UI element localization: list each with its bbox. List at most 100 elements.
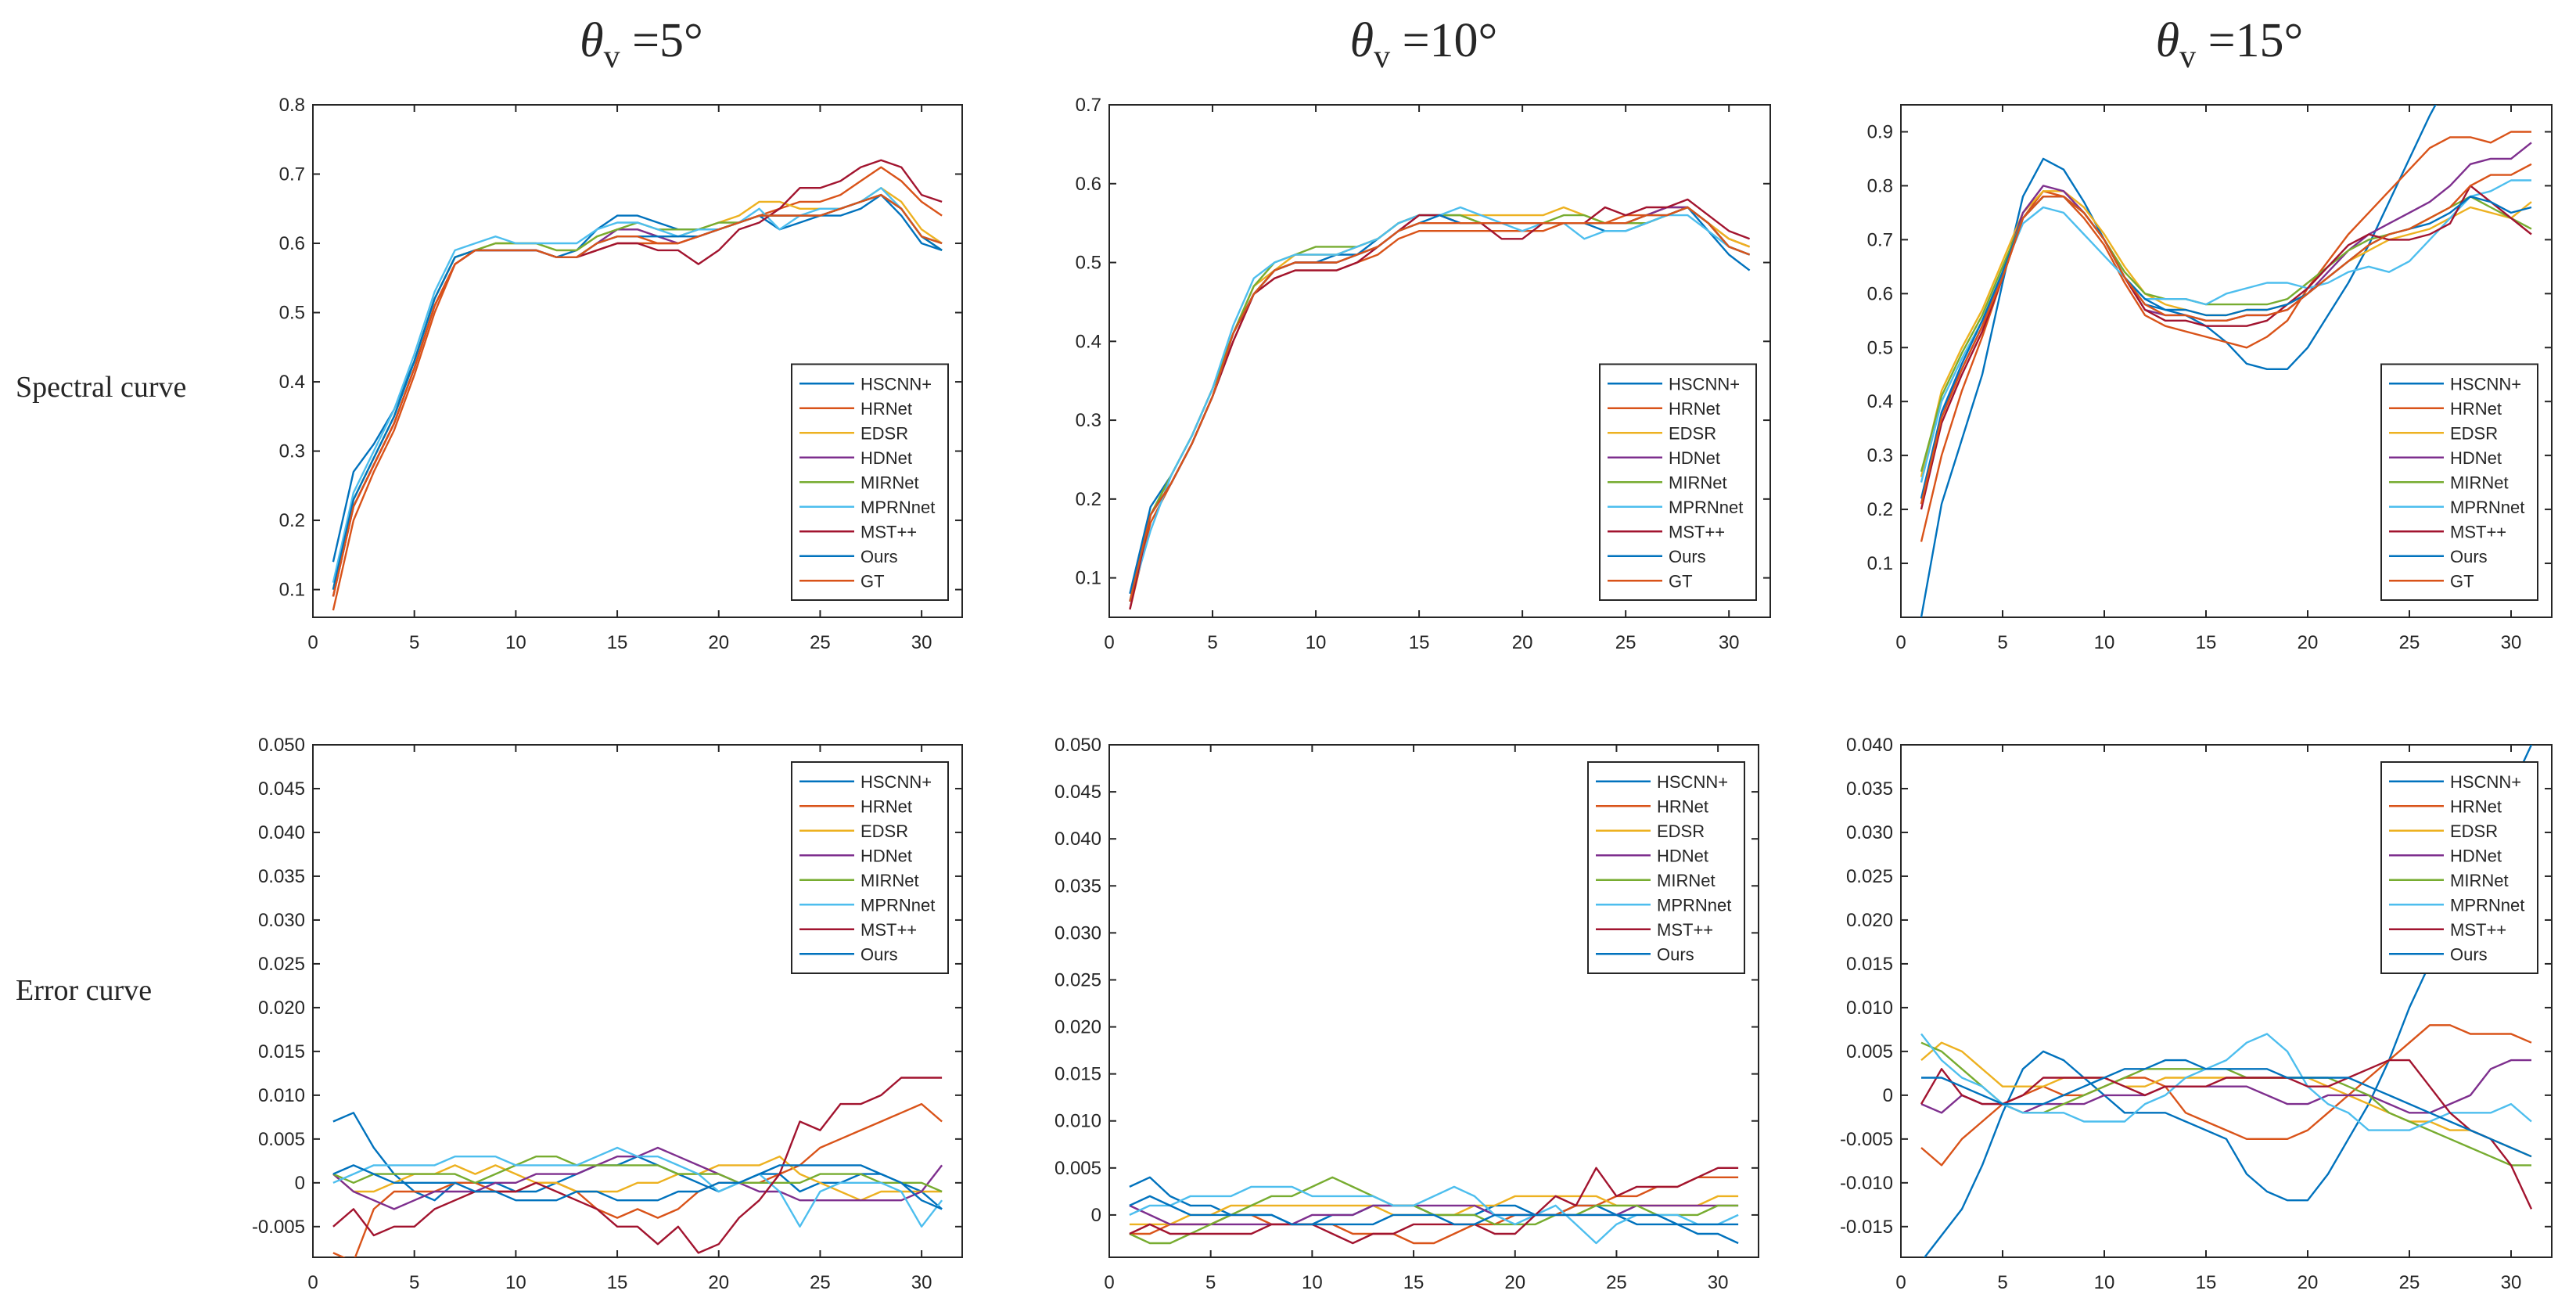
legend-label-hscnnplus: HSCNN+	[860, 772, 932, 792]
legend-label-hrnet: HRNet	[860, 796, 912, 816]
y-tick-label: -0.005	[252, 1217, 305, 1238]
x-tick-label: 10	[1302, 1272, 1323, 1293]
series-line-mstplusplus	[332, 1077, 943, 1254]
column-title-10deg: θv =10°	[1350, 14, 1498, 75]
legend-label-mprnnet: MPRNnet	[2450, 895, 2524, 915]
x-tick-label: 30	[2501, 632, 2522, 653]
x-tick-label: 10	[505, 1272, 526, 1293]
series-line-gt	[1920, 163, 2532, 505]
y-tick-label: 0.040	[258, 822, 305, 843]
legend-label-hdnet: HDNet	[1669, 448, 1720, 468]
series-line-mprnnet	[1920, 1033, 2532, 1131]
y-tick-label: 0.4	[279, 372, 305, 393]
x-tick-label: 25	[1615, 632, 1636, 653]
x-tick-label: 10	[2094, 1272, 2115, 1293]
y-tick-label: 0.005	[1846, 1041, 1893, 1062]
y-tick-label: 0.035	[1054, 875, 1101, 897]
legend-label-mstplusplus: MST++	[2450, 920, 2506, 940]
series-line-ours	[1129, 1195, 1739, 1226]
x-tick-label: 5	[1207, 632, 1217, 653]
y-tick-label: 0.025	[1846, 866, 1893, 887]
y-tick-label: 0.5	[279, 303, 305, 324]
y-tick-label: 0.020	[1054, 1017, 1101, 1038]
y-tick-label: 0.7	[1867, 229, 1893, 250]
legend-label-hscnnplus: HSCNN+	[2450, 374, 2521, 394]
x-tick-label: 10	[2094, 632, 2115, 653]
y-tick-label: 0.015	[258, 1041, 305, 1062]
legend-label-mstplusplus: MST++	[1669, 522, 1725, 541]
x-tick-label: 0	[1104, 632, 1114, 653]
y-tick-label: 0.3	[1867, 445, 1893, 466]
series-lines	[1920, 105, 2532, 617]
y-tick-label: 0.050	[1054, 735, 1101, 756]
y-tick-label: 0.045	[1054, 782, 1101, 803]
x-tick-label: 10	[1306, 632, 1327, 653]
y-tick-label: 0.7	[1076, 95, 1101, 116]
x-tick-label: 20	[2298, 1272, 2319, 1293]
y-tick-label: 0.3	[279, 441, 305, 462]
x-tick-label: 5	[409, 632, 419, 653]
legend-label-edsr: EDSR	[1669, 423, 1716, 443]
x-tick-label: 20	[1512, 632, 1533, 653]
legend: HSCNN+ HRNet EDSR HDNet MIRNet MPRNnet MST++ Ou…	[1587, 761, 1745, 974]
x-tick-label: 5	[1997, 1272, 2007, 1293]
y-tick-label: 0.025	[1054, 969, 1101, 990]
y-tick-label: 0.8	[1867, 175, 1893, 196]
y-tick-label: 0.030	[1054, 922, 1101, 944]
legend-label-ours: Ours	[860, 944, 898, 964]
y-tick-label: 0.5	[1867, 337, 1893, 358]
x-tick-label: 25	[810, 1272, 831, 1293]
series-line-ours	[1921, 1059, 2532, 1158]
legend-label-mstplusplus: MST++	[860, 522, 917, 541]
legend-label-ours: Ours	[1669, 547, 1706, 566]
legend-label-mprnnet: MPRNnet	[860, 895, 935, 915]
column-title-5deg: θv =5°	[580, 14, 703, 75]
legend-label-mirnet: MIRNet	[860, 871, 919, 890]
legend-label-hscnnplus: HSCNN+	[860, 374, 932, 394]
y-tick-label: 0.040	[1846, 735, 1893, 756]
x-tick-label: 5	[1205, 1272, 1216, 1293]
legend-label-mirnet: MIRNet	[2450, 473, 2509, 492]
y-tick-label: 0	[1883, 1085, 1893, 1106]
y-tick-label: 0.010	[258, 1085, 305, 1106]
y-tick-label: 0.035	[1846, 778, 1893, 800]
legend-label-edsr: EDSR	[860, 821, 908, 841]
x-tick-label: 15	[2196, 632, 2217, 653]
legend-label-gt: GT	[2450, 571, 2474, 591]
chart-error-5: 0 5 10 15 20 25 30 -0.005 0 0.005 0.010 0.015 0.020 0…	[252, 735, 963, 1293]
x-tick-label: 5	[1997, 632, 2007, 653]
y-tick-label: 0.2	[1867, 499, 1893, 520]
legend-label-mirnet: MIRNet	[1669, 473, 1727, 492]
y-tick-label: -0.015	[1840, 1217, 1893, 1238]
x-tick-label: 0	[307, 632, 318, 653]
x-tick-label: 25	[2399, 1272, 2420, 1293]
legend-label-mirnet: MIRNet	[860, 473, 919, 492]
x-tick-label: 20	[2298, 632, 2319, 653]
y-tick-label: 0.010	[1846, 998, 1893, 1019]
y-tick-label: 0	[1091, 1205, 1101, 1226]
y-tick-label: 0.3	[1076, 410, 1101, 431]
series-lines	[1129, 198, 1751, 610]
y-tick-label: 0	[295, 1173, 305, 1194]
column-title-15deg: θv =15°	[2156, 14, 2304, 75]
legend-label-hscnnplus: HSCNN+	[1657, 772, 1728, 792]
legend-box	[1587, 761, 1745, 974]
x-tick-label: 15	[1403, 1272, 1425, 1293]
y-tick-label: 0.4	[1076, 331, 1101, 352]
x-tick-label: 5	[409, 1272, 419, 1293]
chart-spectral-10: 0 5 10 15 20 25 300.10.20.30.40.50.60.7HSCNN+H…	[1076, 95, 1771, 653]
legend-label-ours: Ours	[2450, 944, 2488, 964]
legend-label-hrnet: HRNet	[860, 399, 912, 419]
legend-label-gt: GT	[860, 571, 885, 591]
x-tick-label: 15	[607, 1272, 628, 1293]
legend-label-hrnet: HRNet	[2450, 399, 2502, 419]
y-tick-label: 0.6	[279, 233, 305, 254]
chart-error-10: 0 5 10 15 20 25 30 0 0.005 0.010 0.015 0.020 0.025 0.…	[1054, 735, 1759, 1293]
x-tick-label: 0	[1104, 1272, 1114, 1293]
y-tick-label: 0.4	[1867, 391, 1893, 412]
chart-error-15: 0 5 10 15 20 25 30 -0.015 -0.010 -0.005 0 0.005 0.01…	[1840, 735, 2553, 1293]
legend-label-mstplusplus: MST++	[2450, 522, 2506, 541]
legend-label-hrnet: HRNet	[1669, 399, 1720, 419]
series-line-ours	[332, 1164, 943, 1210]
y-tick-label: 0.015	[1054, 1064, 1101, 1085]
